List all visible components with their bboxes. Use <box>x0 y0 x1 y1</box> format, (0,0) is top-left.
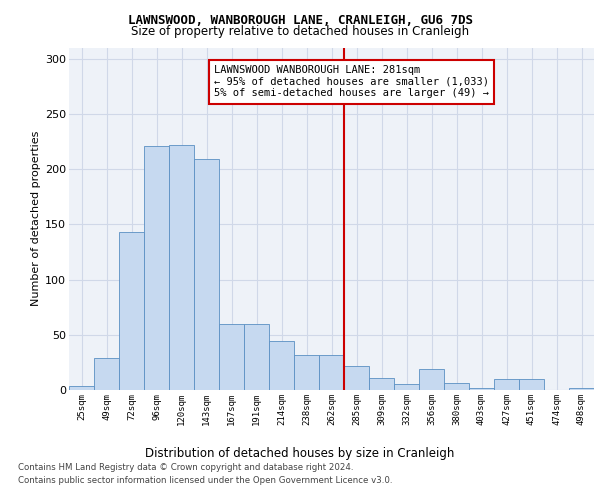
Bar <box>494 379 519 390</box>
Text: Size of property relative to detached houses in Cranleigh: Size of property relative to detached ho… <box>131 25 469 38</box>
Bar <box>269 342 294 390</box>
Bar <box>519 379 544 390</box>
Text: Distribution of detached houses by size in Cranleigh: Distribution of detached houses by size … <box>145 448 455 460</box>
Bar <box>144 146 169 390</box>
Text: Contains public sector information licensed under the Open Government Licence v3: Contains public sector information licen… <box>18 476 392 485</box>
Bar <box>394 384 419 390</box>
Text: LAWNSWOOD, WANBOROUGH LANE, CRANLEIGH, GU6 7DS: LAWNSWOOD, WANBOROUGH LANE, CRANLEIGH, G… <box>128 14 473 27</box>
Bar <box>444 384 469 390</box>
Bar <box>469 388 494 390</box>
Text: Contains HM Land Registry data © Crown copyright and database right 2024.: Contains HM Land Registry data © Crown c… <box>18 464 353 472</box>
Bar <box>94 358 119 390</box>
Bar <box>569 388 594 390</box>
Bar <box>369 378 394 390</box>
Y-axis label: Number of detached properties: Number of detached properties <box>31 131 41 306</box>
Bar <box>194 159 219 390</box>
Bar <box>169 144 194 390</box>
Bar <box>344 366 369 390</box>
Bar <box>419 369 444 390</box>
Text: LAWNSWOOD WANBOROUGH LANE: 281sqm
← 95% of detached houses are smaller (1,033)
5: LAWNSWOOD WANBOROUGH LANE: 281sqm ← 95% … <box>214 65 489 98</box>
Bar <box>69 386 94 390</box>
Bar <box>219 324 244 390</box>
Bar <box>319 354 344 390</box>
Bar <box>119 232 144 390</box>
Bar <box>244 324 269 390</box>
Bar <box>294 354 319 390</box>
